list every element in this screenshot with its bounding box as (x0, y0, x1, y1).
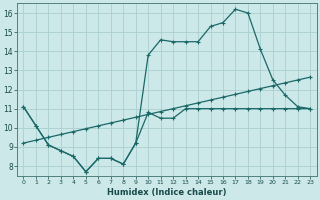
X-axis label: Humidex (Indice chaleur): Humidex (Indice chaleur) (107, 188, 227, 197)
